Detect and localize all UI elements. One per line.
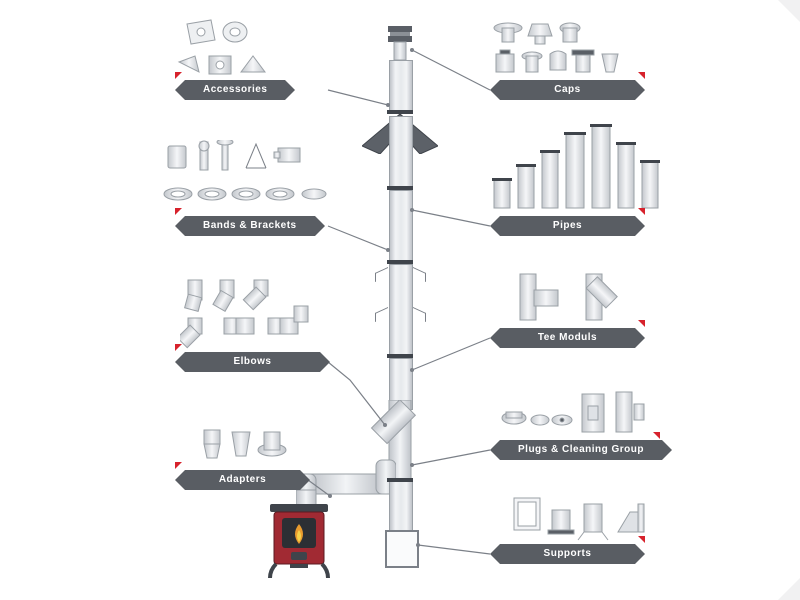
label-accessories: Accessories [175, 80, 330, 100]
accent-triangle [653, 432, 660, 439]
label-text: Pipes [500, 216, 635, 236]
group-accessories [175, 18, 315, 80]
label-text: Adapters [185, 470, 300, 490]
group-adapters [200, 422, 295, 468]
accent-triangle [175, 462, 182, 469]
base-support [385, 530, 419, 568]
chimney-segment [389, 264, 413, 356]
accent-triangle [638, 320, 645, 327]
corner-watermark [778, 0, 800, 22]
wall-bracket [375, 267, 388, 282]
label-adapters: Adapters [175, 470, 310, 490]
wood-stove [264, 504, 334, 585]
group-elbows [180, 276, 325, 350]
chimney-segment [389, 60, 413, 112]
diagram-canvas: Accessories Caps Bands & Brackets Pipes … [0, 0, 800, 600]
label-text: Accessories [185, 80, 285, 100]
label-pipes: Pipes [490, 216, 645, 236]
corner-watermark [778, 578, 800, 600]
label-text: Supports [500, 544, 635, 564]
label-caps: Caps [490, 80, 645, 100]
label-text: Elbows [185, 352, 320, 372]
label-bands: Bands & Brackets [175, 216, 330, 236]
wall-bracket [375, 307, 388, 322]
group-plugs [500, 388, 665, 438]
group-caps [490, 18, 650, 80]
wall-bracket [413, 307, 426, 322]
label-elbows: Elbows [175, 352, 330, 372]
label-text: Tee Moduls [500, 328, 635, 348]
wall-bracket [413, 267, 426, 282]
label-text: Bands & Brackets [185, 216, 315, 236]
group-bands [160, 140, 335, 214]
label-text: Plugs & Cleaning Group [500, 440, 662, 460]
accent-triangle [638, 72, 645, 79]
group-pipes [490, 122, 670, 214]
chimney-segment [389, 190, 413, 262]
chimney-segment [389, 116, 413, 188]
label-text: Caps [500, 80, 635, 100]
accent-triangle [638, 208, 645, 215]
chimney-segment [389, 478, 413, 532]
accent-triangle [175, 208, 182, 215]
label-plugs: Plugs & Cleaning Group [490, 440, 660, 460]
accent-triangle [175, 72, 182, 79]
group-tee [510, 270, 635, 326]
chimney-joint [387, 478, 413, 482]
label-supports: Supports [490, 544, 645, 564]
label-tee: Tee Moduls [490, 328, 645, 348]
accent-triangle [175, 344, 182, 351]
accent-triangle [638, 536, 645, 543]
